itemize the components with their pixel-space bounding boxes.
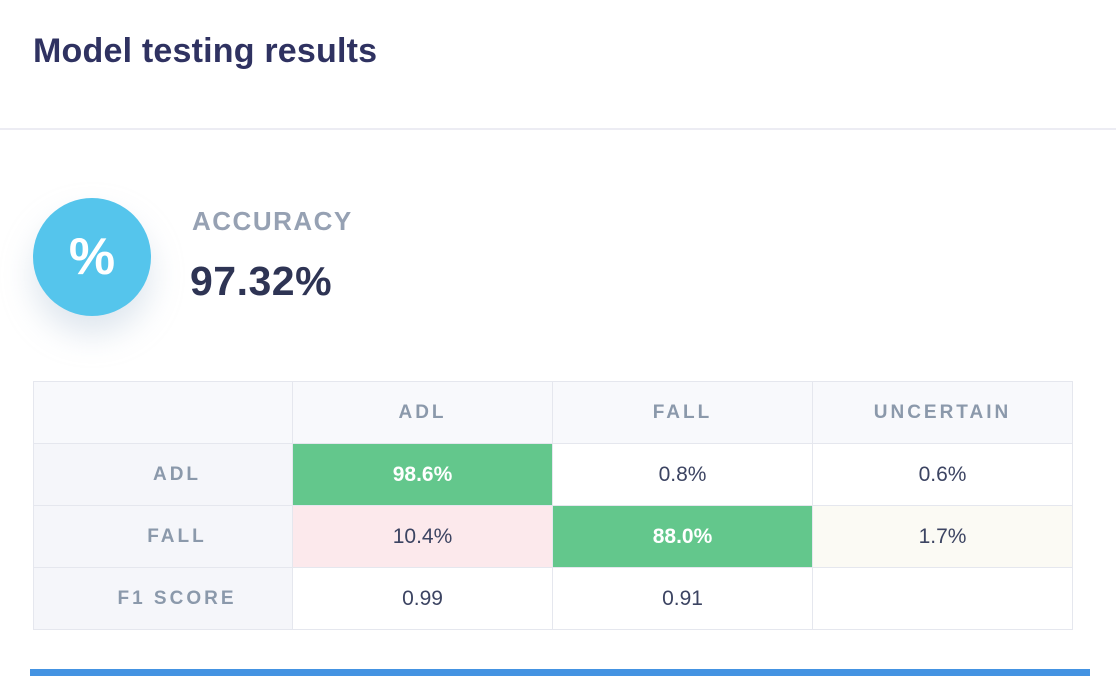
bottom-blue-bar — [30, 669, 1090, 676]
table-row-adl: ADL 98.6% 0.8% 0.6% — [33, 443, 1073, 506]
cell-adl-adl: 98.6% — [292, 443, 553, 506]
cell-fall-adl: 10.4% — [292, 505, 553, 568]
column-header-uncertain: UNCERTAIN — [812, 381, 1073, 444]
cell-fall-uncertain: 1.7% — [812, 505, 1073, 568]
table-row-f1-score: F1 SCORE 0.99 0.91 — [33, 567, 1073, 630]
corner-cell — [33, 381, 293, 444]
percent-icon-glyph: % — [68, 228, 116, 286]
cell-fall-fall: 88.0% — [552, 505, 813, 568]
header-divider — [0, 128, 1116, 130]
page-title: Model testing results — [33, 32, 378, 70]
column-header-adl: ADL — [292, 381, 553, 444]
row-label-fall: FALL — [33, 505, 293, 568]
row-label-f1-score: F1 SCORE — [33, 567, 293, 630]
cell-adl-fall: 0.8% — [552, 443, 813, 506]
cell-adl-uncertain: 0.6% — [812, 443, 1073, 506]
table-header-row: ADL FALL UNCERTAIN — [33, 381, 1073, 444]
row-label-adl: ADL — [33, 443, 293, 506]
table-row-fall: FALL 10.4% 88.0% 1.7% — [33, 505, 1073, 568]
accuracy-label: ACCURACY — [192, 206, 353, 236]
cell-f1-adl: 0.99 — [292, 567, 553, 630]
confusion-matrix-table: ADL FALL UNCERTAIN ADL 98.6% 0.8% 0.6% F… — [33, 381, 1073, 630]
cell-f1-fall: 0.91 — [552, 567, 813, 630]
cell-f1-uncertain — [812, 567, 1073, 630]
accuracy-value: 97.32% — [190, 258, 333, 304]
column-header-fall: FALL — [552, 381, 813, 444]
percent-icon: % — [33, 198, 151, 316]
